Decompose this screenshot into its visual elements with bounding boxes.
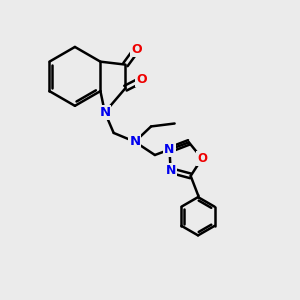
Text: O: O	[197, 152, 207, 165]
Text: N: N	[165, 164, 176, 177]
Text: N: N	[99, 106, 110, 119]
Text: O: O	[131, 43, 142, 56]
Text: N: N	[164, 143, 175, 156]
Text: N: N	[129, 135, 140, 148]
Text: O: O	[136, 74, 147, 86]
